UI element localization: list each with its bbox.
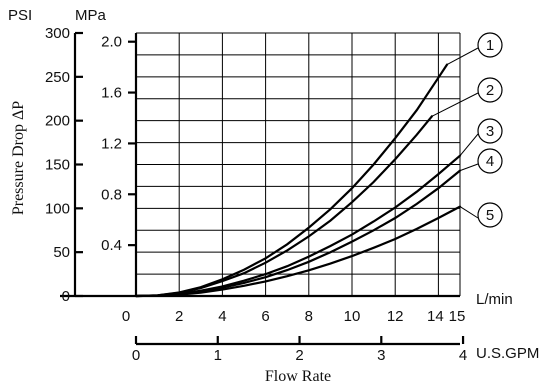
- lmin-tick-label: 15: [449, 308, 466, 325]
- flow-curves: [134, 63, 462, 298]
- callout-label-1: 1: [486, 37, 494, 54]
- callout-label-5: 5: [486, 207, 494, 224]
- mpa-tick-label: 1.2: [101, 135, 122, 152]
- gpm-tick-label: 4: [459, 347, 467, 364]
- gpm-tick-label: 2: [295, 347, 303, 364]
- psi-tick-label: 200: [45, 113, 70, 130]
- psi-tick-label: 150: [45, 157, 70, 174]
- mpa-tick-label: 2.0: [101, 34, 122, 51]
- psi-tick-label: 100: [45, 200, 70, 217]
- mpa-tick-label: 1.6: [101, 85, 122, 102]
- x-axis-title: Flow Rate: [265, 368, 331, 385]
- mpa-tick-label: 0.4: [101, 237, 122, 254]
- lmin-tick-label: 6: [261, 308, 269, 325]
- callout-circle-3: [477, 118, 503, 144]
- psi-tick-label: 300: [45, 25, 70, 42]
- lmin-tick-label: 10: [344, 308, 361, 325]
- callout-circle-2: [477, 77, 503, 103]
- curve-callouts: 1 2 3 4 5: [431, 32, 503, 228]
- callout-circle-4: [477, 148, 503, 174]
- lmin-tick-label: 0: [122, 308, 130, 325]
- curve-1: [134, 63, 449, 298]
- lmin-tick-label: 4: [218, 308, 226, 325]
- callout-circle-1: [477, 32, 503, 58]
- lmin-axis-unit: L/min: [476, 291, 513, 308]
- lmin-tick-label: 12: [387, 308, 404, 325]
- curve-5: [134, 205, 462, 298]
- psi-axis-unit: PSI: [8, 7, 32, 24]
- callout-leader-1: [446, 47, 479, 66]
- gpm-tick-label: 3: [377, 347, 385, 364]
- gpm-axis-unit: U.S.GPM: [476, 345, 539, 362]
- callout-leader-3: [459, 133, 479, 157]
- callout-leader-2: [431, 92, 479, 117]
- curve-4: [134, 169, 462, 298]
- callout-circle-5: [477, 202, 503, 228]
- callout-leader-4: [459, 163, 479, 172]
- gpm-tick-label: 0: [132, 347, 140, 364]
- psi-tick-label: 50: [53, 244, 70, 261]
- lmin-tick-label: 14: [427, 308, 444, 325]
- curve-3: [134, 154, 462, 298]
- psi-tick-label: 250: [45, 69, 70, 86]
- curve-2: [134, 115, 433, 298]
- gpm-tick-label: 1: [214, 347, 222, 364]
- callout-label-4: 4: [486, 153, 494, 170]
- callout-leader-5: [459, 206, 479, 219]
- mpa-axis-unit: MPa: [75, 7, 107, 24]
- mpa-tick-label: 0.8: [101, 186, 122, 203]
- y-axis-title: Pressure Drop ΔP: [10, 101, 27, 215]
- lmin-tick-label: 2: [175, 308, 183, 325]
- callout-label-3: 3: [486, 123, 494, 140]
- callout-label-2: 2: [486, 82, 494, 99]
- psi-tick-label: 0: [62, 288, 70, 305]
- lmin-tick-label: 8: [305, 308, 313, 325]
